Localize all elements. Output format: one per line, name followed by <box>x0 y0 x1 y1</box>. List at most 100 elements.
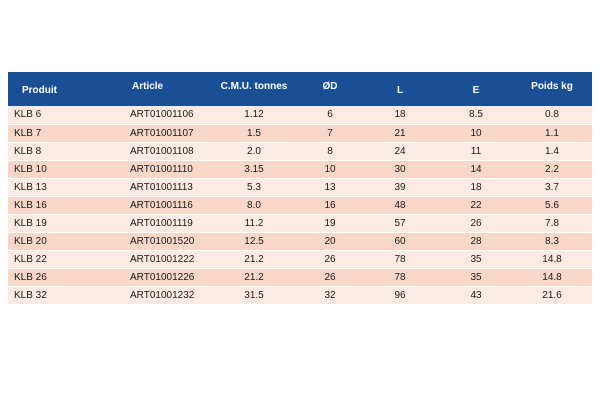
table-row: KLB 19 ART01001119 11.2 19 57 26 7.8 <box>8 213 592 232</box>
cell-diameter: 32 <box>300 285 360 304</box>
cell-e: 43 <box>440 285 512 304</box>
cell-cmu: 1.12 <box>244 109 264 121</box>
cell-cmu: 31.5 <box>208 285 300 304</box>
cell-e: 10 <box>440 123 512 142</box>
cell-cmu: 3.15 <box>208 159 300 178</box>
cell-article: ART01001107 <box>100 123 208 142</box>
header-article: Article <box>132 81 164 92</box>
cell-article: ART01001113 <box>100 177 208 196</box>
header-l: L <box>396 85 404 96</box>
header-diameter: ØD <box>322 81 338 92</box>
cell-poids: 5.6 <box>512 195 592 214</box>
cell-diameter: 26 <box>300 249 360 268</box>
cell-cmu: 8.0 <box>208 195 300 214</box>
cell-produit: KLB 26 <box>8 267 100 286</box>
table-header: Produit Article C.M.U. tonnes ØD L E Poi… <box>8 72 592 106</box>
cell-article: ART01001232 <box>100 285 208 304</box>
table-body: KLB 6 ART01001106 1.12 6 18 8.5 0.8 KLB 7 ART010… <box>8 106 592 304</box>
cell-diameter: 16 <box>300 195 360 214</box>
table-row: KLB 7 ART01001107 1.5 7 21 10 1.1 <box>8 123 592 142</box>
cell-poids: 7.8 <box>512 213 592 232</box>
cell-l: 57 <box>360 213 440 232</box>
cell-l: 30 <box>360 159 440 178</box>
cell-poids: 14.8 <box>512 249 592 268</box>
table-row: KLB 16 ART01001116 8.0 16 48 22 5.6 <box>8 195 592 214</box>
cell-poids: 0.8 <box>545 109 559 121</box>
cell-article: ART01001110 <box>100 159 208 178</box>
cell-l: 18 <box>394 109 406 121</box>
cell-diameter: 7 <box>300 123 360 142</box>
cell-diameter: 20 <box>300 231 360 250</box>
cell-poids: 2.2 <box>512 159 592 178</box>
cell-l: 24 <box>360 141 440 160</box>
header-e: E <box>472 85 480 96</box>
table-row: KLB 22 ART01001222 21.2 26 78 35 14.8 <box>8 249 592 268</box>
cell-produit: KLB 16 <box>8 195 100 214</box>
cell-poids: 8.3 <box>512 231 592 250</box>
cell-poids: 1.4 <box>512 141 592 160</box>
cell-e: 22 <box>440 195 512 214</box>
table-row: KLB 6 ART01001106 1.12 6 18 8.5 0.8 <box>8 106 592 124</box>
cell-article: ART01001108 <box>100 141 208 160</box>
cell-e: 35 <box>440 267 512 286</box>
cell-poids: 3.7 <box>512 177 592 196</box>
cell-e: 14 <box>440 159 512 178</box>
cell-e: 35 <box>440 249 512 268</box>
header-cmu-tonnes: C.M.U. tonnes <box>220 81 288 92</box>
product-spec-table: Produit Article C.M.U. tonnes ØD L E Poi… <box>8 72 592 304</box>
cell-article: ART01001106 <box>130 109 194 121</box>
cell-produit: KLB 19 <box>8 213 100 232</box>
cell-l: 48 <box>360 195 440 214</box>
cell-article: ART01001119 <box>100 213 208 232</box>
cell-produit: KLB 22 <box>8 249 100 268</box>
cell-diameter: 26 <box>300 267 360 286</box>
cell-diameter: 8 <box>300 141 360 160</box>
table-header-row: Produit Article C.M.U. tonnes ØD L E Poi… <box>8 72 592 106</box>
table-row: KLB 13 ART01001113 5.3 13 39 18 3.7 <box>8 177 592 196</box>
cell-cmu: 5.3 <box>208 177 300 196</box>
cell-diameter: 10 <box>300 159 360 178</box>
cell-article: ART01001116 <box>100 195 208 214</box>
table-row: KLB 20 ART01001520 12.5 20 60 28 8.3 <box>8 231 592 250</box>
cell-e: 18 <box>440 177 512 196</box>
cell-cmu: 2.0 <box>208 141 300 160</box>
cell-article: ART01001520 <box>100 231 208 250</box>
cell-l: 21 <box>360 123 440 142</box>
cell-poids: 21.6 <box>512 285 592 304</box>
cell-poids: 14.8 <box>512 267 592 286</box>
cell-diameter: 19 <box>300 213 360 232</box>
cell-l: 78 <box>360 267 440 286</box>
table-row: KLB 8 ART01001108 2.0 8 24 11 1.4 <box>8 141 592 160</box>
cell-produit: KLB 13 <box>8 177 100 196</box>
header-produit: Produit <box>22 85 57 96</box>
cell-article: ART01001226 <box>100 267 208 286</box>
table-row: KLB 10 ART01001110 3.15 10 30 14 2.2 <box>8 159 592 178</box>
cell-cmu: 11.2 <box>208 213 300 232</box>
header-poids-kg: Poids kg <box>531 81 573 92</box>
cell-cmu: 21.2 <box>208 267 300 286</box>
cell-produit: KLB 6 <box>14 109 42 121</box>
cell-e: 26 <box>440 213 512 232</box>
cell-l: 39 <box>360 177 440 196</box>
cell-poids: 1.1 <box>512 123 592 142</box>
cell-l: 78 <box>360 249 440 268</box>
product-table-container: Produit Article C.M.U. tonnes ØD L E Poi… <box>8 72 592 304</box>
cell-produit: KLB 10 <box>8 159 100 178</box>
cell-cmu: 21.2 <box>208 249 300 268</box>
table-row: KLB 26 ART01001226 21.2 26 78 35 14.8 <box>8 267 592 286</box>
cell-produit: KLB 32 <box>8 285 100 304</box>
table-row: KLB 32 ART01001232 31.5 32 96 43 21.6 <box>8 285 592 304</box>
cell-l: 60 <box>360 231 440 250</box>
cell-diameter: 6 <box>327 109 333 121</box>
cell-e: 11 <box>440 141 512 160</box>
cell-l: 96 <box>360 285 440 304</box>
cell-diameter: 13 <box>300 177 360 196</box>
cell-cmu: 12.5 <box>208 231 300 250</box>
cell-produit: KLB 8 <box>8 141 100 160</box>
cell-article: ART01001222 <box>100 249 208 268</box>
cell-e: 8.5 <box>469 109 483 121</box>
cell-produit: KLB 7 <box>8 123 100 142</box>
cell-produit: KLB 20 <box>8 231 100 250</box>
cell-e: 28 <box>440 231 512 250</box>
cell-cmu: 1.5 <box>208 123 300 142</box>
